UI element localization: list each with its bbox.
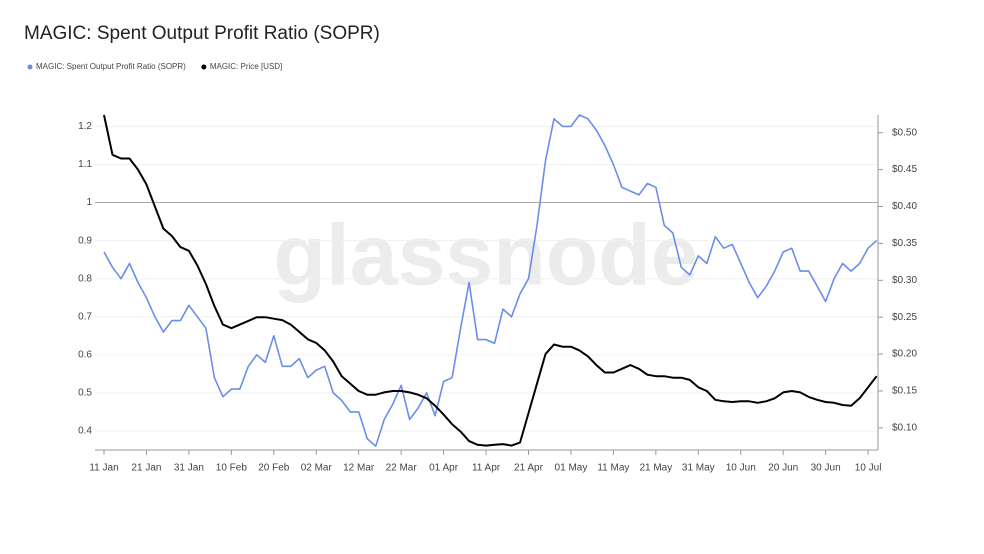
y-tick-label: 1.1 [78,159,92,170]
series-line [103,114,878,447]
x-tick-label: 01 May [555,463,588,474]
y-tick-label: 0.8 [78,273,92,284]
x-tick-label: 01 Apr [429,463,459,474]
x-tick-label: 31 May [682,463,715,474]
y2-tick-label: $0.20 [892,349,917,360]
x-tick-label: 21 May [639,463,672,474]
x-tick-label: 11 Apr [472,463,501,474]
legend-label: MAGIC: Price [USD] [210,62,282,71]
legend-swatch [201,64,207,70]
y2-tick-label: $0.15 [892,386,917,397]
y2-tick-label: $0.35 [892,238,917,249]
x-tick-label: 02 Mar [301,463,333,474]
y2-tick-label: $0.30 [892,275,917,286]
y2-tick-label: $0.50 [892,127,917,138]
x-tick-label: 30 Jun [811,463,841,474]
series-line [103,114,878,447]
x-tick-label: 20 Feb [258,463,290,474]
y-tick-label: 1 [86,197,92,208]
x-tick-label: 10 Feb [216,463,248,474]
x-tick-label: 12 Mar [343,463,375,474]
x-tick-label: 10 Jul [855,463,882,474]
y-tick-label: 0.5 [78,388,92,399]
x-tick-label: 21 Jan [131,463,161,474]
y-tick-label: 0.6 [78,349,92,360]
watermark: glassnode [273,208,698,304]
y2-tick-label: $0.40 [892,201,917,212]
legend-swatch [27,64,33,70]
x-tick-label: 21 Apr [514,463,544,474]
x-tick-label: 11 May [597,463,629,474]
x-tick-label: 31 Jan [174,463,204,474]
x-tick-label: 11 Jan [89,463,118,474]
y-tick-label: 0.7 [78,311,92,322]
y-tick-label: 0.4 [78,426,92,437]
chart-title: MAGIC: Spent Output Profit Ratio (SOPR) [24,23,380,44]
x-tick-label: 10 Jun [726,463,756,474]
y2-tick-label: $0.45 [892,164,917,175]
x-tick-label: 20 Jun [768,463,798,474]
legend-label: MAGIC: Spent Output Profit Ratio (SOPR) [36,62,186,71]
y2-tick-label: $0.10 [892,423,917,434]
x-tick-label: 22 Mar [386,463,418,474]
y2-tick-label: $0.25 [892,312,917,323]
y-tick-label: 0.9 [78,235,92,246]
y-tick-label: 1.2 [78,121,92,132]
